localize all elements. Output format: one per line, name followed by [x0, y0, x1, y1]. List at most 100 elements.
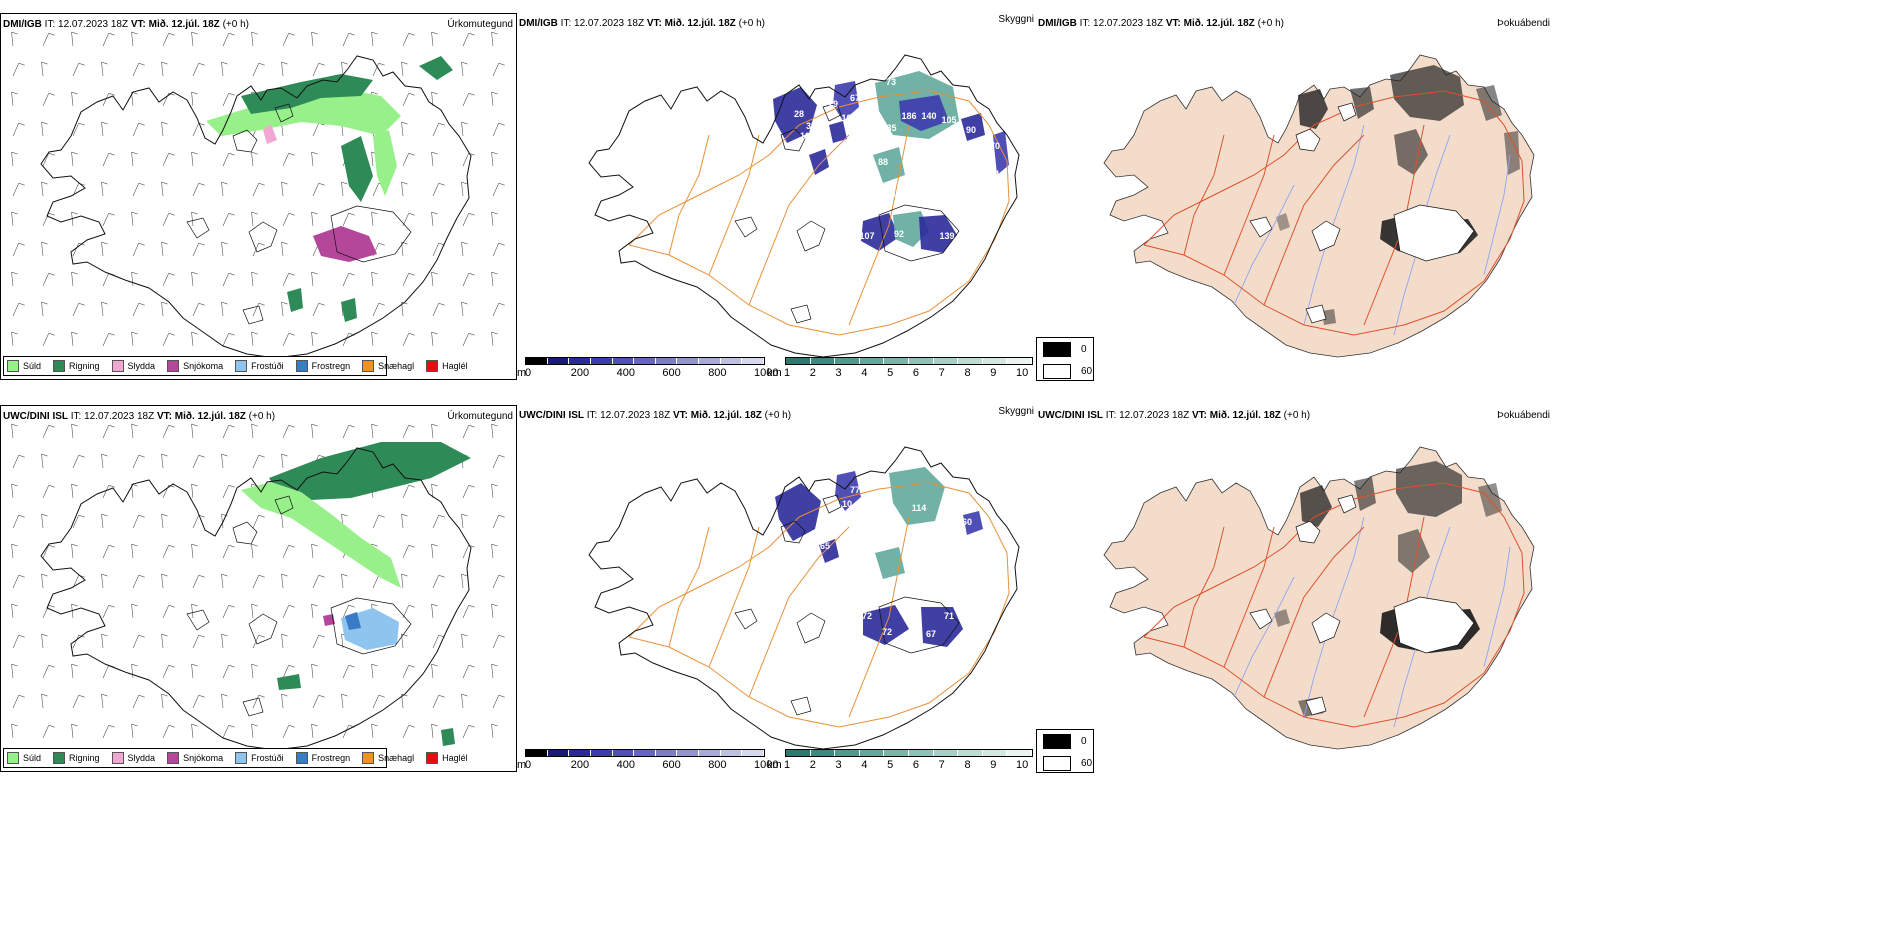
colorbar-cell	[612, 358, 635, 364]
colorbar-cell	[933, 750, 959, 756]
colorbar-tick: 7	[938, 367, 945, 379]
wind-barb	[12, 455, 19, 469]
wind-barb	[132, 183, 139, 197]
fog-legend-value: 60	[1081, 758, 1093, 769]
map-layer	[11, 423, 505, 751]
wind-barb	[131, 724, 134, 739]
colorbar-cell	[612, 750, 635, 756]
wind-barb	[161, 181, 168, 185]
wind-barb	[342, 605, 349, 619]
wind-barb	[12, 243, 19, 257]
wind-barb	[311, 151, 318, 155]
legend-swatch	[7, 752, 19, 764]
wind-barb	[161, 121, 168, 125]
cloud-base-label: 114	[912, 503, 927, 513]
wind-barb	[78, 302, 85, 306]
wind-barb	[371, 664, 374, 679]
wind-barb	[71, 91, 78, 95]
wind-barb	[131, 544, 134, 559]
wind-barb	[131, 663, 138, 667]
precip-area	[345, 612, 361, 630]
wind-barb	[402, 725, 409, 739]
river-line	[1483, 546, 1511, 668]
colorbar-cell	[958, 750, 983, 756]
wind-barb	[41, 454, 44, 469]
wind-barb	[131, 603, 138, 607]
wind-barb	[222, 273, 229, 287]
wind-barb	[402, 93, 409, 107]
colorbar-cell	[742, 358, 765, 364]
legend-item: Frostúði	[235, 752, 284, 764]
wind-barb	[72, 695, 79, 709]
wind-barb	[402, 333, 409, 347]
wind-barb	[11, 152, 14, 167]
wind-barb	[251, 423, 258, 427]
cloud-area	[829, 121, 847, 143]
wind-barb	[11, 603, 18, 607]
wind-barb	[191, 544, 194, 559]
wind-barb	[462, 485, 469, 499]
wind-barb	[408, 484, 415, 488]
glacier-outline	[242, 697, 264, 717]
wind-barb	[432, 635, 439, 649]
wind-barb	[12, 635, 19, 649]
wind-barb	[162, 605, 169, 619]
legend-item: Snjókoma	[167, 752, 223, 764]
wind-barb	[252, 515, 259, 529]
cloud-base-label: 18	[944, 501, 954, 511]
wind-barb	[461, 634, 464, 649]
wind-barb	[191, 32, 194, 47]
wind-barb	[431, 664, 434, 679]
wind-barb	[498, 302, 505, 306]
colorbar-tick: 10	[1016, 367, 1029, 379]
wind-barb	[341, 634, 344, 649]
wind-barb	[401, 301, 408, 305]
wind-barb	[251, 543, 258, 547]
wind-barb	[341, 573, 348, 577]
wind-barb	[492, 63, 499, 77]
wind-barb	[72, 635, 79, 649]
wind-barb	[222, 93, 229, 107]
legend-item: Rigning	[53, 360, 100, 372]
wind-barb	[312, 575, 319, 589]
wind-barb	[161, 301, 168, 305]
wind-barb	[311, 723, 318, 727]
wind-barb	[162, 213, 169, 227]
wind-barb	[221, 453, 228, 457]
wind-barb	[438, 122, 445, 126]
wind-barb	[491, 663, 498, 667]
wind-barb	[498, 182, 505, 186]
road-line	[668, 526, 710, 648]
wind-barb	[222, 153, 229, 167]
wind-barb	[108, 32, 115, 36]
wind-barb	[11, 92, 14, 107]
wind-barb	[251, 724, 254, 739]
road-line	[668, 134, 710, 256]
wind-barb	[431, 272, 434, 287]
wind-barb	[41, 693, 48, 697]
glacier-outline	[274, 495, 294, 515]
wind-barb	[108, 332, 115, 336]
wind-barb	[431, 32, 434, 47]
glacier-outline	[1337, 102, 1357, 122]
wind-barb	[431, 332, 434, 347]
glacier-outline	[274, 103, 294, 123]
wind-barb	[168, 604, 175, 608]
legend-item: Haglél	[426, 360, 468, 372]
wind-barb	[431, 211, 438, 215]
wind-barb	[282, 665, 289, 679]
fog-area	[1322, 309, 1336, 325]
cloud-base-label: 135	[881, 123, 896, 133]
wind-barb	[281, 514, 284, 529]
wind-barb	[438, 182, 445, 186]
cloud-base-label: 28	[794, 109, 804, 119]
road-line	[708, 526, 760, 668]
colorbar-tick: 6	[912, 367, 919, 379]
wind-barb	[468, 92, 475, 96]
wind-barb	[228, 604, 235, 608]
glacier-outline	[1311, 612, 1341, 644]
wind-barb	[252, 455, 259, 469]
legend-label: Slydda	[127, 753, 156, 763]
wind-barb	[401, 574, 404, 589]
